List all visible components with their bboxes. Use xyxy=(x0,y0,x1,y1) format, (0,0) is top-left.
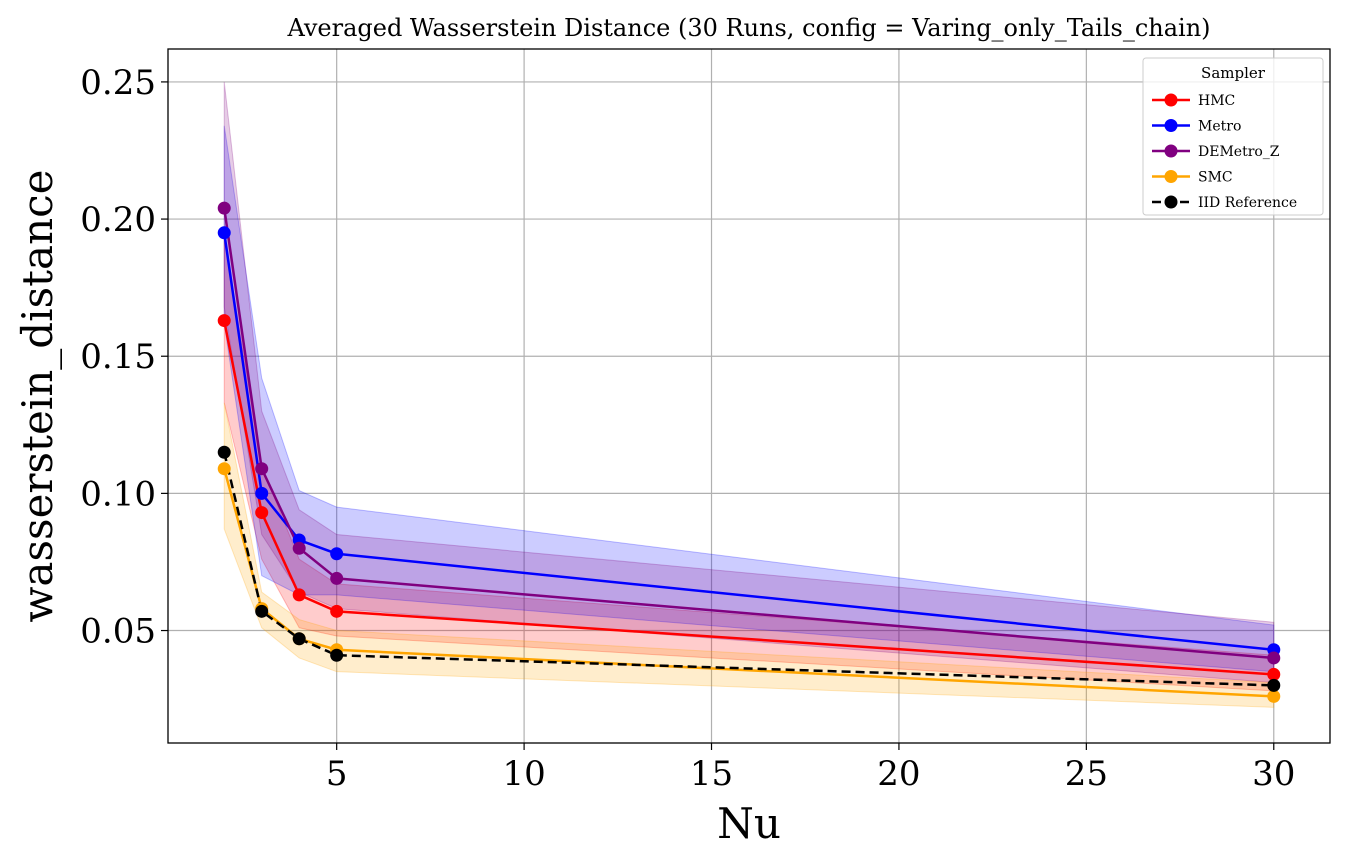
y-tick-label: 0.15 xyxy=(80,337,156,377)
legend-title: Sampler xyxy=(1201,64,1266,82)
legend-label-iid-reference: IID Reference xyxy=(1198,195,1297,211)
legend-marker-hmc xyxy=(1164,93,1178,107)
legend-label-demetro-z: DEMetro_Z xyxy=(1198,144,1280,160)
point-metro xyxy=(217,226,231,240)
point-metro xyxy=(255,486,269,500)
x-axis-label: Nu xyxy=(717,799,781,848)
y-tick-label: 0.25 xyxy=(80,63,156,103)
y-tick-label: 0.05 xyxy=(80,612,156,652)
point-iid-reference xyxy=(255,604,269,618)
point-hmc xyxy=(292,588,306,602)
legend-label-metro: Metro xyxy=(1198,119,1241,135)
series-markers xyxy=(217,201,1281,703)
legend-label-hmc: HMC xyxy=(1198,93,1235,109)
legend-label-smc: SMC xyxy=(1198,170,1233,186)
y-tick-label: 0.20 xyxy=(80,200,156,240)
point-hmc xyxy=(217,314,231,328)
y-tick-label: 0.10 xyxy=(80,474,156,514)
x-axis-ticks: 5 10 15 20 25 30 xyxy=(326,743,1295,794)
x-tick-label: 30 xyxy=(1252,754,1295,794)
band-smc xyxy=(223,402,1275,708)
plot-frame xyxy=(167,48,1331,744)
point-hmc xyxy=(255,506,269,520)
legend-marker-demetro-z xyxy=(1164,144,1178,158)
point-iid-reference xyxy=(1267,678,1281,692)
point-iid-reference xyxy=(217,445,231,459)
x-tick-label: 20 xyxy=(877,754,920,794)
legend-marker-smc xyxy=(1164,170,1178,183)
point-iid-reference xyxy=(330,648,344,662)
x-tick-label: 10 xyxy=(502,754,545,794)
legend-marker-metro xyxy=(1164,119,1178,132)
point-demetro-z xyxy=(1267,651,1281,665)
grid xyxy=(168,49,1330,743)
point-iid-reference xyxy=(292,632,306,646)
point-demetro-z xyxy=(292,541,306,555)
point-demetro-z xyxy=(255,462,269,476)
point-metro xyxy=(330,547,344,561)
legend-marker-iid-reference xyxy=(1164,195,1178,209)
point-demetro-z xyxy=(217,201,231,215)
y-axis-label: wasserstein_distance xyxy=(13,169,62,622)
line-iid-reference xyxy=(223,451,1274,687)
point-hmc xyxy=(330,604,344,618)
x-tick-label: 15 xyxy=(690,754,733,794)
point-smc xyxy=(1267,689,1281,703)
x-tick-label: 5 xyxy=(326,754,348,794)
legend: Sampler HMC Metro DEMetro_Z SMC IID Referenc… xyxy=(1142,57,1324,216)
chart-title: Averaged Wasserstein Distance (30 Runs, … xyxy=(286,14,1210,42)
point-smc xyxy=(217,462,231,476)
x-tick-label: 25 xyxy=(1065,754,1108,794)
point-hmc xyxy=(1267,667,1281,681)
point-demetro-z xyxy=(330,571,344,585)
y-axis-ticks: 0.05 0.10 0.15 0.20 0.25 xyxy=(80,63,168,652)
